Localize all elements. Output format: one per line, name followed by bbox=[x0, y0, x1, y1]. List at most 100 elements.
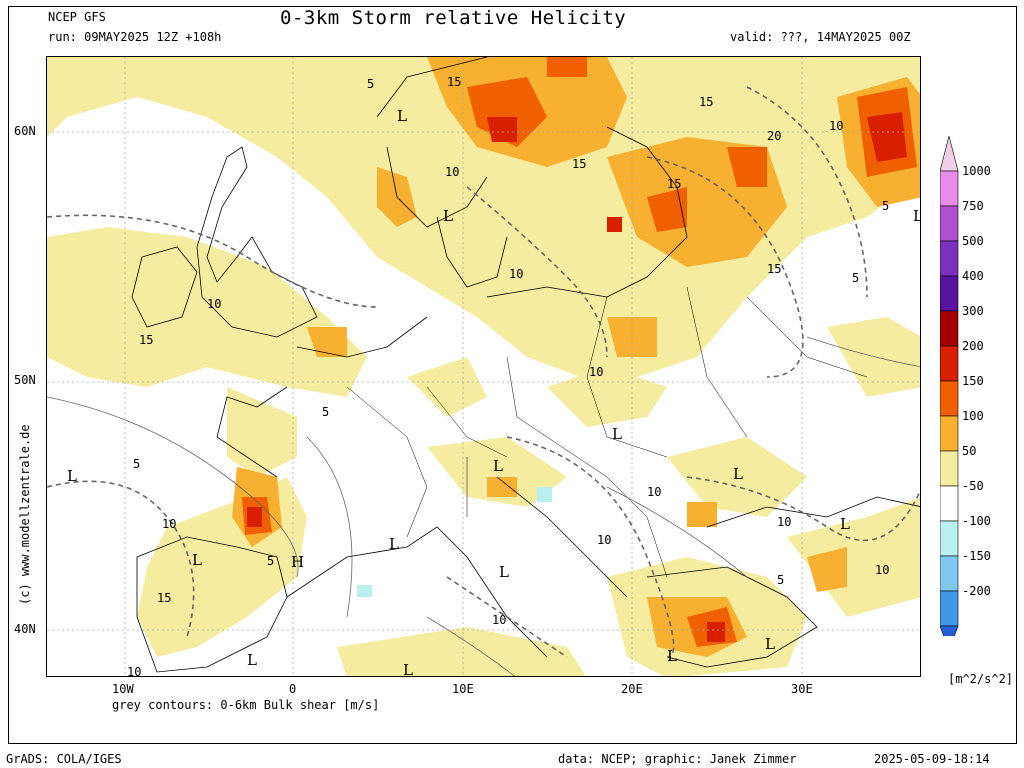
colorbar-level-label: -50 bbox=[962, 479, 984, 493]
bulk-shear-contours bbox=[47, 86, 920, 658]
contour-label: 5 bbox=[267, 554, 275, 568]
contour-label: 10 bbox=[207, 297, 222, 311]
lon-label: 10W bbox=[112, 682, 134, 696]
low-pressure-mark: L bbox=[247, 651, 257, 669]
colorbar-level-label: 300 bbox=[962, 304, 984, 318]
colorbar-swatch bbox=[940, 345, 959, 382]
low-pressure-mark: L bbox=[397, 107, 407, 125]
contour-label: 10 bbox=[589, 365, 604, 379]
colorbar-level-label: -150 bbox=[962, 549, 991, 563]
low-pressure-mark: L bbox=[499, 563, 509, 581]
figure-frame bbox=[8, 6, 1017, 744]
contour-label: 15 bbox=[447, 75, 462, 89]
lon-label: 30E bbox=[791, 682, 813, 696]
contour-label: 15 bbox=[572, 157, 587, 171]
credit-text: (c) www.modellzentrale.de bbox=[18, 424, 32, 605]
contour-label: 5 bbox=[777, 573, 785, 587]
lon-label: 10E bbox=[452, 682, 474, 696]
lat-label: 40N bbox=[14, 622, 36, 636]
low-pressure-mark: L bbox=[192, 551, 202, 569]
contour-label: 15 bbox=[157, 591, 172, 605]
colorbar bbox=[940, 136, 959, 636]
low-pressure-mark: L bbox=[913, 207, 920, 225]
colorbar-swatch bbox=[940, 275, 959, 312]
colorbar-level-label: 100 bbox=[962, 409, 984, 423]
footer-timestamp: 2025-05-09-18:14 bbox=[874, 752, 990, 766]
contour-label: 15 bbox=[699, 95, 714, 109]
lon-label: 0 bbox=[289, 682, 297, 696]
helicity-negative-fill bbox=[357, 487, 552, 597]
contour-label: 15 bbox=[667, 177, 682, 191]
contour-note: grey contours: 0-6km Bulk shear [m/s] bbox=[112, 698, 380, 712]
colorbar-swatch bbox=[940, 485, 959, 522]
contour-label: 5 bbox=[322, 405, 330, 419]
contour-label: 15 bbox=[767, 262, 782, 276]
colorbar-swatches bbox=[940, 136, 959, 636]
contour-label: 20 bbox=[767, 129, 782, 143]
low-pressure-mark: L bbox=[667, 647, 677, 665]
colorbar-unit: [m^2/s^2] bbox=[948, 672, 1014, 686]
contour-label: 10 bbox=[875, 563, 890, 577]
run-info: run: 09MAY2025 12Z +108h bbox=[48, 30, 222, 44]
colorbar-swatch bbox=[940, 240, 959, 277]
colorbar-swatch bbox=[940, 625, 959, 636]
contour-label: 10 bbox=[777, 515, 792, 529]
low-pressure-mark: L bbox=[733, 465, 743, 483]
low-pressure-mark: L bbox=[612, 425, 622, 443]
contour-label: 5 bbox=[133, 457, 141, 471]
colorbar-swatch bbox=[940, 170, 959, 207]
contour-label: 15 bbox=[139, 333, 154, 347]
colorbar-swatch bbox=[940, 590, 959, 627]
bulk-shear-contours-thin bbox=[47, 336, 920, 676]
colorbar-level-label: 1000 bbox=[962, 164, 991, 178]
low-pressure-mark: L bbox=[403, 661, 413, 677]
helicity-200-300-fill bbox=[247, 112, 907, 642]
model-name: NCEP GFS bbox=[48, 10, 106, 24]
colorbar-level-label: 200 bbox=[962, 339, 984, 353]
lon-label: 20E bbox=[621, 682, 643, 696]
map-panel: 5 10 15 20 15 15 15 10 15 10 10 15 10 5 … bbox=[46, 56, 921, 677]
lat-label: 60N bbox=[14, 124, 36, 138]
colorbar-swatch bbox=[940, 415, 959, 452]
low-pressure-mark: L bbox=[765, 635, 775, 653]
low-pressure-mark: L bbox=[67, 467, 77, 485]
chart-title: 0-3km Storm relative Helicity bbox=[280, 7, 627, 29]
colorbar-level-label: 150 bbox=[962, 374, 984, 388]
contour-label: 10 bbox=[492, 613, 507, 627]
colorbar-swatch bbox=[940, 310, 959, 347]
low-pressure-mark: L bbox=[840, 515, 850, 533]
colorbar-level-label: 750 bbox=[962, 199, 984, 213]
colorbar-level-label: 500 bbox=[962, 234, 984, 248]
colorbar-swatch bbox=[940, 555, 959, 592]
colorbar-level-label: -200 bbox=[962, 584, 991, 598]
low-pressure-mark: L bbox=[389, 535, 399, 553]
contour-label: 10 bbox=[445, 165, 460, 179]
contour-label: 10 bbox=[647, 485, 662, 499]
contour-label: 5 bbox=[367, 77, 375, 91]
contour-label: 10 bbox=[162, 517, 177, 531]
helicity-map bbox=[47, 57, 920, 676]
colorbar-swatch bbox=[940, 380, 959, 417]
low-pressure-mark: L bbox=[443, 207, 453, 225]
contour-label: 10 bbox=[127, 665, 142, 677]
colorbar-swatch bbox=[940, 520, 959, 557]
contour-label: 5 bbox=[882, 199, 890, 213]
contour-label: 10 bbox=[597, 533, 612, 547]
colorbar-swatch bbox=[940, 136, 959, 172]
contour-label: 10 bbox=[829, 119, 844, 133]
colorbar-swatch bbox=[940, 205, 959, 242]
high-pressure-mark: H bbox=[291, 553, 305, 571]
colorbar-level-label: 400 bbox=[962, 269, 984, 283]
footer-data-source: data: NCEP; graphic: Janek Zimmer bbox=[558, 752, 797, 766]
colorbar-level-label: -100 bbox=[962, 514, 991, 528]
colorbar-level-label: 50 bbox=[962, 444, 977, 458]
low-pressure-mark: L bbox=[493, 457, 503, 475]
footer-software: GrADS: COLA/IGES bbox=[6, 752, 122, 766]
colorbar-swatch bbox=[940, 450, 959, 487]
contour-label: 10 bbox=[509, 267, 524, 281]
valid-time: valid: ???, 14MAY2025 00Z bbox=[730, 30, 911, 44]
contour-label: 5 bbox=[852, 271, 860, 285]
lat-lon-grid bbox=[47, 57, 920, 676]
helicity-50-100-fill bbox=[47, 57, 920, 676]
lat-label: 50N bbox=[14, 373, 36, 387]
